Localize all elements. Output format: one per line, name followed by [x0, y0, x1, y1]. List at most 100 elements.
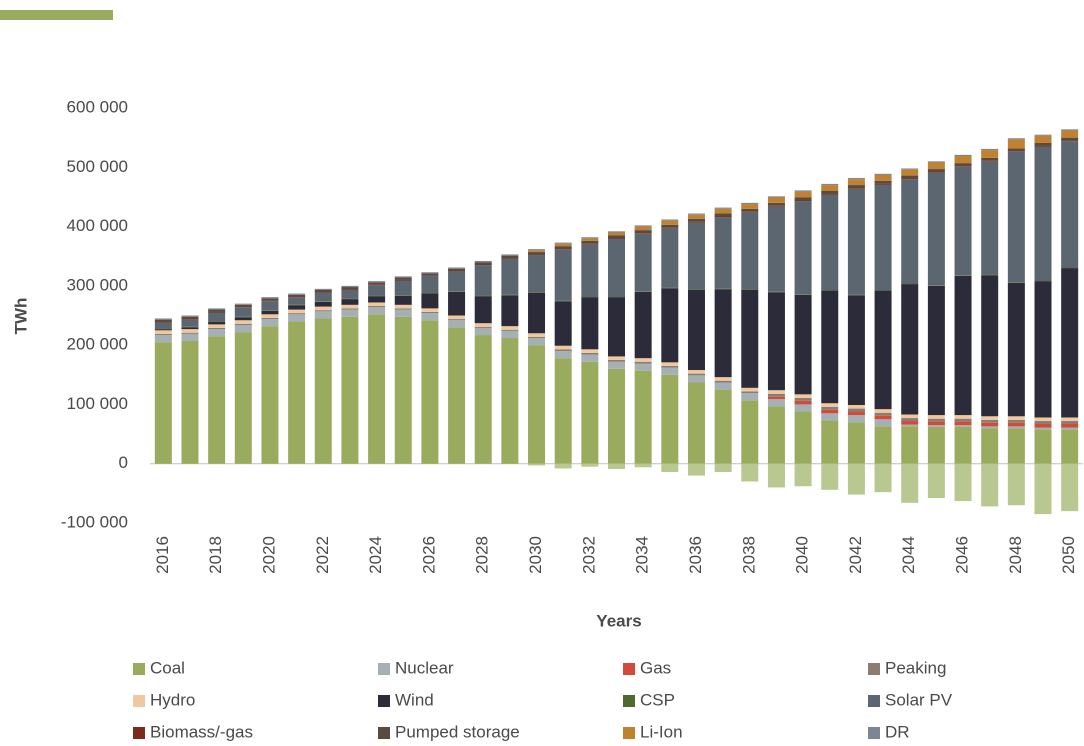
bar-segment — [954, 156, 972, 164]
x-tick-label: 2030 — [526, 536, 545, 574]
bar-segment — [368, 306, 386, 308]
bar-segment — [794, 190, 812, 192]
bar-segment — [794, 201, 812, 295]
bar-segment — [501, 295, 519, 327]
bar-segment — [448, 267, 466, 269]
bar-segment — [341, 299, 359, 305]
bar-segment — [448, 319, 466, 321]
bar-segment — [767, 393, 785, 397]
bar-segment — [661, 362, 679, 366]
bar-segment — [874, 415, 892, 420]
bar-segment — [1007, 151, 1025, 152]
bar-segment — [501, 257, 519, 259]
bar-segment — [608, 232, 625, 236]
bar-segment — [767, 206, 785, 292]
bar-segment — [1034, 142, 1052, 146]
bar-segment — [528, 254, 546, 256]
bar-segment — [741, 400, 759, 464]
bar-segment — [981, 422, 999, 427]
bar-segment — [154, 322, 172, 329]
bar-segment — [554, 358, 572, 464]
x-tick-label: 2016 — [153, 536, 172, 574]
bar-segment — [874, 412, 892, 416]
bar-segment — [474, 296, 492, 324]
bar-segment — [261, 310, 279, 311]
bar-segment — [794, 397, 812, 401]
bar-segment — [687, 370, 705, 374]
bar-segment — [234, 307, 252, 308]
bar-segment — [608, 463, 625, 470]
bar-segment — [261, 319, 279, 327]
bar-segment — [954, 463, 972, 502]
bar-segment — [421, 272, 439, 274]
bar-segment — [687, 289, 705, 291]
bar-segment — [687, 382, 705, 464]
bar-segment — [341, 289, 359, 291]
bar-segment — [608, 239, 625, 297]
bar-segment — [927, 285, 945, 286]
bar-segment — [421, 308, 439, 312]
bar-segment — [847, 463, 865, 495]
bar-segment — [261, 310, 279, 315]
bar-segment — [687, 463, 705, 476]
bar-segment — [474, 265, 492, 296]
bar-segment — [448, 271, 466, 292]
bar-segment — [661, 219, 679, 221]
bar-segment — [901, 424, 919, 427]
bar-segment — [634, 233, 652, 234]
bar-segment — [234, 316, 252, 318]
bar-segment — [581, 296, 599, 298]
bar-segment — [1034, 134, 1052, 136]
bar-segment — [954, 275, 972, 276]
bar-segment — [181, 327, 199, 330]
bar-segment — [821, 290, 839, 404]
bar-segment — [874, 290, 892, 291]
bar-segment — [954, 418, 972, 422]
bar-segment — [288, 309, 306, 314]
bar-segment — [154, 319, 172, 323]
bar-segment — [634, 363, 652, 371]
bar-segment — [288, 321, 306, 464]
legend-label: Biomass/-gas — [150, 722, 253, 741]
bar-segment — [794, 394, 812, 398]
bar-segment — [234, 307, 252, 317]
bar-segment — [1007, 428, 1025, 464]
bar-segment — [767, 390, 785, 394]
bar-segment — [261, 301, 279, 311]
bar-segment — [767, 292, 785, 391]
bar-segment — [261, 297, 279, 299]
bar-segment — [1061, 268, 1079, 418]
bar-segment — [1007, 151, 1025, 283]
bar-segment — [874, 174, 892, 181]
bar-segment — [794, 463, 812, 487]
bar-segment — [608, 296, 625, 298]
bar-segment — [767, 291, 785, 293]
y-tick-label: 600 000 — [67, 97, 128, 116]
bar-segment — [687, 213, 705, 215]
bar-segment — [474, 323, 492, 327]
bar-segment — [288, 297, 306, 298]
x-tick-label: 2032 — [579, 536, 598, 574]
x-tick-label: 2018 — [206, 536, 225, 574]
bar-segment — [847, 188, 865, 189]
bar-segment — [927, 421, 945, 426]
bar-segment — [554, 301, 572, 346]
bar-segment — [608, 361, 625, 369]
bar-segment — [821, 420, 839, 464]
bar-segment — [981, 426, 999, 429]
y-tick-label: 500 000 — [67, 157, 128, 176]
bar-segment — [501, 338, 519, 464]
bar-segment — [181, 319, 199, 320]
bar-segment — [581, 237, 599, 239]
bar-segment — [954, 154, 972, 157]
legend-label: Coal — [150, 658, 185, 677]
bar-segment — [661, 228, 679, 288]
bar-segment — [394, 308, 412, 310]
bar-segment — [234, 323, 252, 325]
bar-segment — [1061, 427, 1079, 430]
bar-segment — [634, 233, 652, 292]
bar-segment — [927, 172, 945, 286]
bar-segment — [847, 422, 865, 464]
bar-segment — [261, 298, 279, 301]
bar-segment — [1007, 416, 1025, 420]
